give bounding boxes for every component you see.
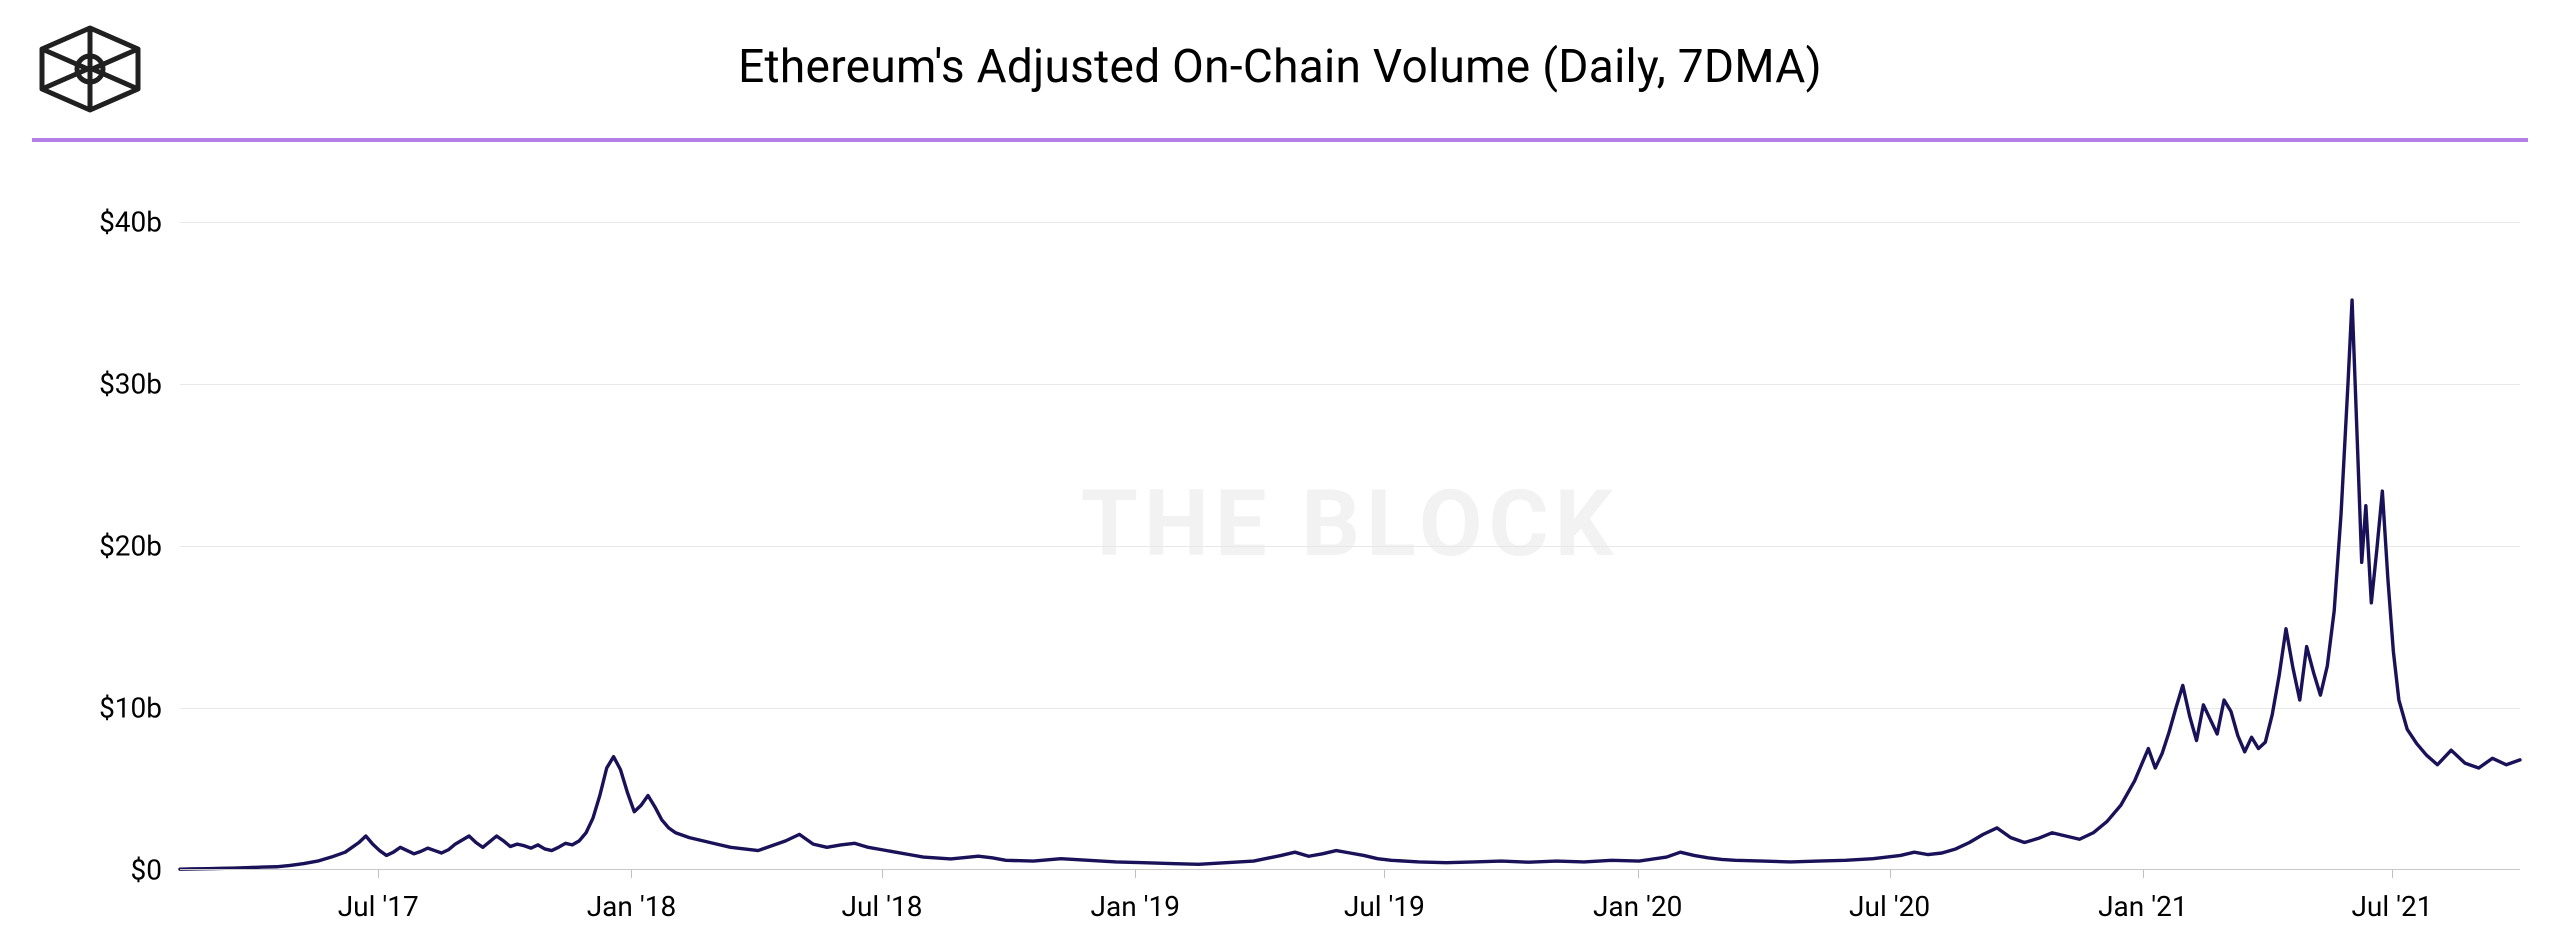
x-axis-label: Jul '19 [1344, 890, 1425, 923]
chart-title: Ethereum's Adjusted On-Chain Volume (Dai… [0, 40, 2560, 94]
y-axis-label: $30b [99, 368, 162, 401]
x-axis-tick [1638, 870, 1639, 878]
y-axis-label: $40b [99, 206, 162, 239]
x-axis-tick [378, 870, 379, 878]
x-axis-label: Jan '21 [2098, 890, 2187, 923]
y-axis-label: $0 [131, 854, 162, 887]
x-axis-label: Jan '18 [587, 890, 676, 923]
x-axis-label: Jul '21 [2351, 890, 2432, 923]
x-axis-tick [1890, 870, 1891, 878]
x-axis-tick [2392, 870, 2393, 878]
x-axis-tick [1384, 870, 1385, 878]
chart-plot-area: THE BLOCK $0$10b$20b$30b$40b Jul '17Jan … [180, 190, 2520, 870]
x-axis-label: Jul '18 [841, 890, 922, 923]
line-chart-svg [180, 190, 2520, 870]
x-axis-label: Jan '20 [1593, 890, 1682, 923]
x-axis-label: Jul '20 [1849, 890, 1930, 923]
x-axis-label: Jul '17 [338, 890, 419, 923]
x-axis-tick [631, 870, 632, 878]
series-line-volume [180, 300, 2520, 869]
header-divider [32, 138, 2528, 142]
x-axis-label: Jan '19 [1091, 890, 1180, 923]
y-axis-label: $20b [99, 530, 162, 563]
x-axis-tick [2143, 870, 2144, 878]
x-axis-tick [1135, 870, 1136, 878]
x-axis-baseline [180, 869, 2520, 870]
chart-header: Ethereum's Adjusted On-Chain Volume (Dai… [0, 0, 2560, 145]
y-axis-label: $10b [99, 692, 162, 725]
x-axis-tick [882, 870, 883, 878]
